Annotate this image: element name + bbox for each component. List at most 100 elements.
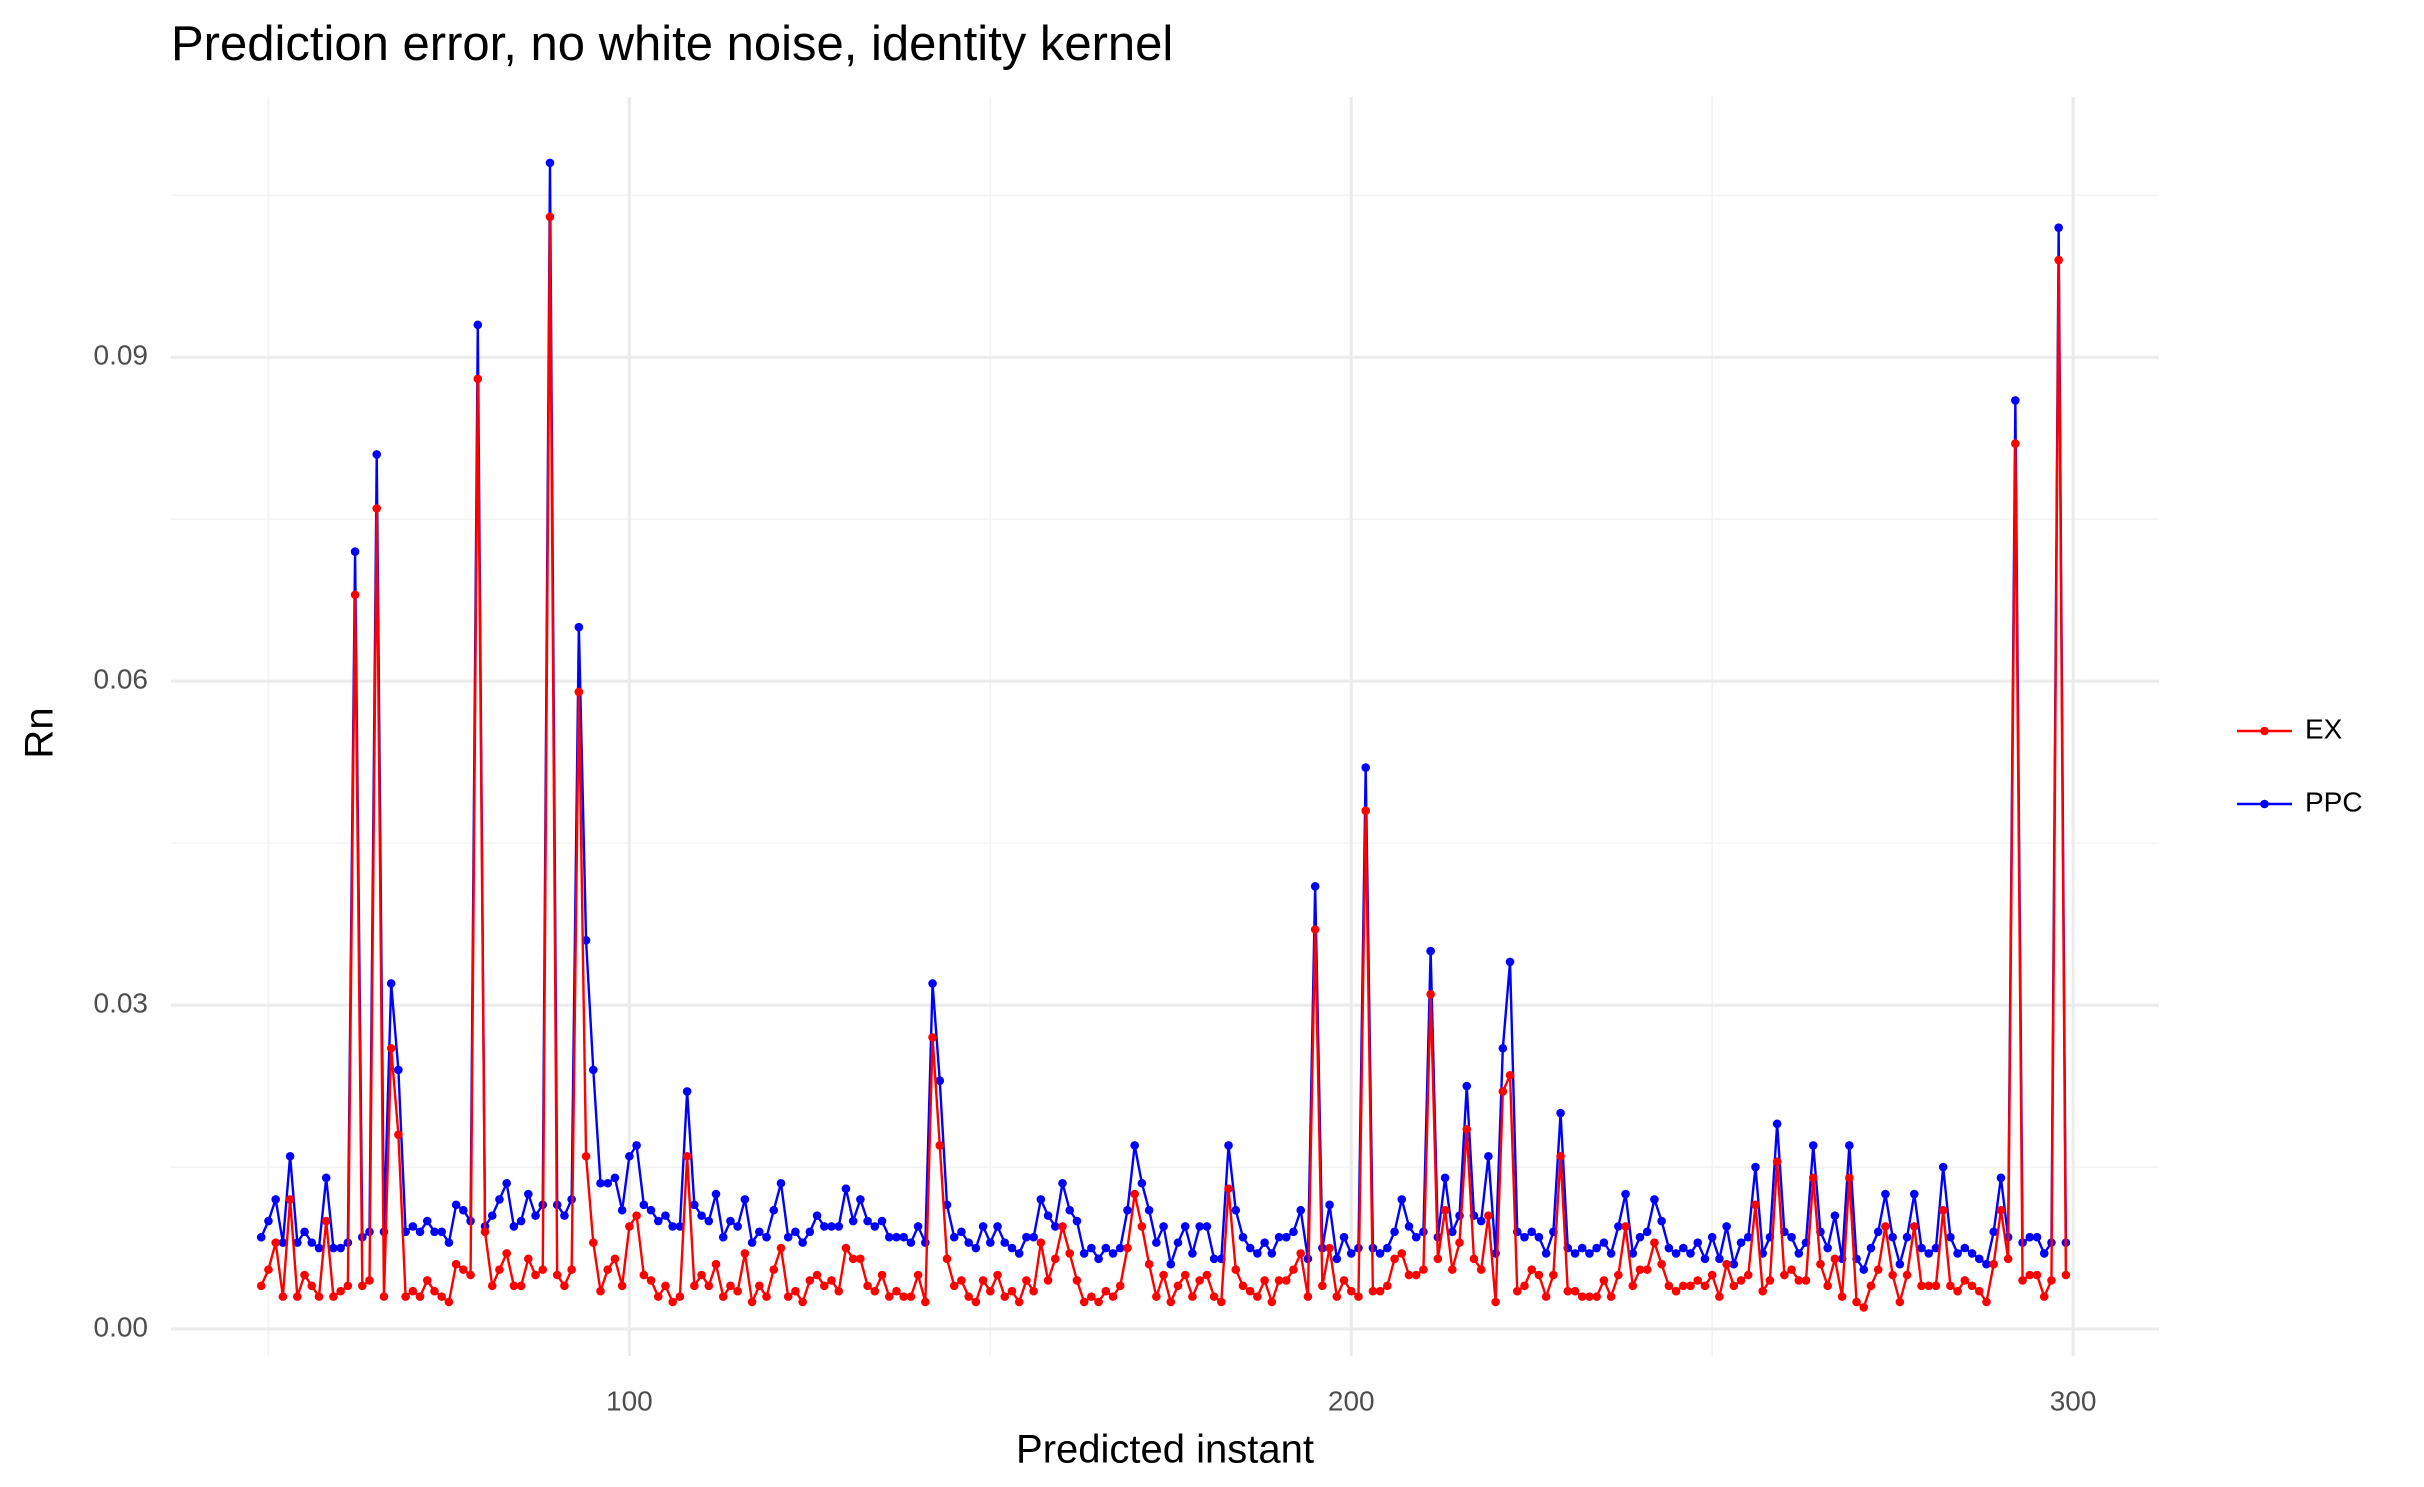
data-point [1534,1232,1544,1242]
data-point [1411,1232,1421,1242]
data-point [625,1222,634,1231]
data-point [2047,1276,2056,1285]
data-point [1953,1286,1962,1296]
data-point [928,1033,937,1042]
data-point [278,1238,288,1247]
data-point [704,1216,714,1226]
data-point [993,1222,1002,1231]
data-point [1808,1173,1818,1183]
data-point [812,1211,822,1220]
data-point [256,1232,266,1242]
data-point [1570,1286,1580,1296]
data-point [1383,1243,1392,1253]
data-point [1267,1249,1277,1258]
data-point [1614,1222,1623,1231]
data-point [1621,1222,1630,1231]
data-point [1058,1178,1067,1188]
data-point [747,1238,757,1247]
data-point [1224,1141,1233,1150]
data-point [1845,1141,1854,1150]
data-point [1101,1243,1111,1253]
data-point [357,1281,367,1291]
data-point [762,1232,771,1242]
data-point [1339,1276,1349,1285]
data-point [350,547,360,556]
data-point [1585,1249,1594,1258]
data-point [1383,1281,1392,1291]
data-point [1469,1254,1479,1264]
data-point [1274,1232,1284,1242]
data-point [1715,1292,1724,1301]
data-point [1852,1297,1861,1307]
data-point [899,1232,908,1242]
data-point [1556,1108,1565,1118]
data-point [776,1243,786,1253]
data-point [1895,1297,1905,1307]
data-point [386,979,396,988]
data-point [899,1292,908,1301]
data-point [1325,1200,1334,1210]
data-point [1231,1205,1241,1215]
data-point [1873,1227,1883,1237]
data-point [877,1216,887,1226]
data-point [495,1195,504,1204]
data-point [1245,1243,1255,1253]
data-point [1946,1232,1955,1242]
data-point [1130,1189,1139,1199]
data-point [1974,1286,1984,1296]
data-point [1007,1243,1017,1253]
data-point [1823,1281,1832,1291]
data-point [408,1286,418,1296]
data-point [755,1281,764,1291]
data-point [451,1200,461,1210]
data-point [1390,1227,1399,1237]
data-point [1794,1276,1804,1285]
x-tick-label: 300 [2050,1385,2097,1416]
data-point [1115,1281,1125,1291]
data-point [1628,1249,1638,1258]
data-point [1036,1238,1046,1247]
data-point [1686,1249,1695,1258]
data-point [509,1281,519,1291]
data-point [1599,1238,1609,1247]
data-point [1686,1281,1695,1291]
data-point [1426,989,1435,999]
data-point [495,1265,504,1274]
data-point [1830,1254,1840,1264]
x-tick-label: 200 [1328,1385,1375,1416]
data-point [1202,1270,1212,1280]
data-point [661,1281,670,1291]
data-point [545,158,555,168]
data-point [1628,1281,1638,1291]
data-point [769,1265,779,1274]
data-point [596,1286,605,1296]
data-point [1087,1243,1096,1253]
data-point [740,1249,750,1258]
data-point [466,1270,475,1280]
data-point [422,1216,432,1226]
data-point [913,1270,923,1280]
data-point [1946,1281,1955,1291]
data-point [437,1292,446,1301]
data-point [884,1232,894,1242]
data-point [1123,1243,1132,1253]
data-point [343,1281,353,1291]
data-point [690,1281,699,1291]
data-point [372,504,382,513]
data-point [278,1292,288,1301]
data-point [971,1243,981,1253]
data-point [567,1265,576,1274]
data-point [1592,1243,1601,1253]
data-point [819,1281,829,1291]
data-point [1137,1178,1147,1188]
data-point [1296,1205,1306,1215]
data-point [1332,1292,1342,1301]
data-point [856,1195,865,1204]
data-point [1180,1270,1190,1280]
data-point [1960,1243,1970,1253]
data-point [379,1292,389,1301]
data-point [1873,1265,1883,1274]
data-point [1404,1270,1414,1280]
data-point [1101,1286,1111,1296]
